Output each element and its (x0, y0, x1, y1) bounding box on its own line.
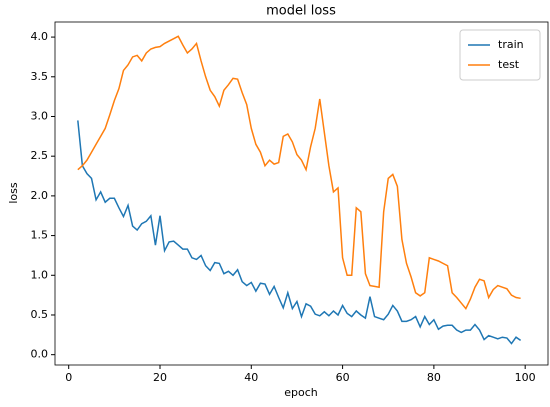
legend-label: train (498, 38, 524, 51)
x-tick-label: 100 (515, 371, 536, 384)
x-tick-label: 0 (65, 371, 72, 384)
x-tick-label: 40 (244, 371, 258, 384)
y-tick-label: 1.5 (31, 229, 49, 242)
y-tick-label: 1.0 (31, 268, 49, 281)
y-tick-label: 2.5 (31, 149, 49, 162)
y-axis-label: loss (7, 182, 20, 204)
x-tick-label: 80 (427, 371, 441, 384)
y-tick-label: 3.5 (31, 70, 49, 83)
line-series (77, 120, 522, 345)
x-tick-label: 60 (336, 371, 350, 384)
chart-title: model loss (266, 4, 336, 19)
legend-label: test (498, 58, 520, 71)
line-series (77, 35, 521, 311)
plot-frame (54, 21, 549, 366)
y-tick-label: 3.0 (31, 109, 49, 122)
y-tick-label: 0.0 (31, 348, 49, 361)
y-tick-label: 2.0 (31, 189, 49, 202)
legend-box (459, 29, 541, 81)
x-axis-label: epoch (284, 386, 318, 399)
y-tick-label: 0.5 (31, 308, 49, 321)
x-tick-label: 20 (153, 371, 167, 384)
y-tick-label: 4.0 (31, 30, 49, 43)
